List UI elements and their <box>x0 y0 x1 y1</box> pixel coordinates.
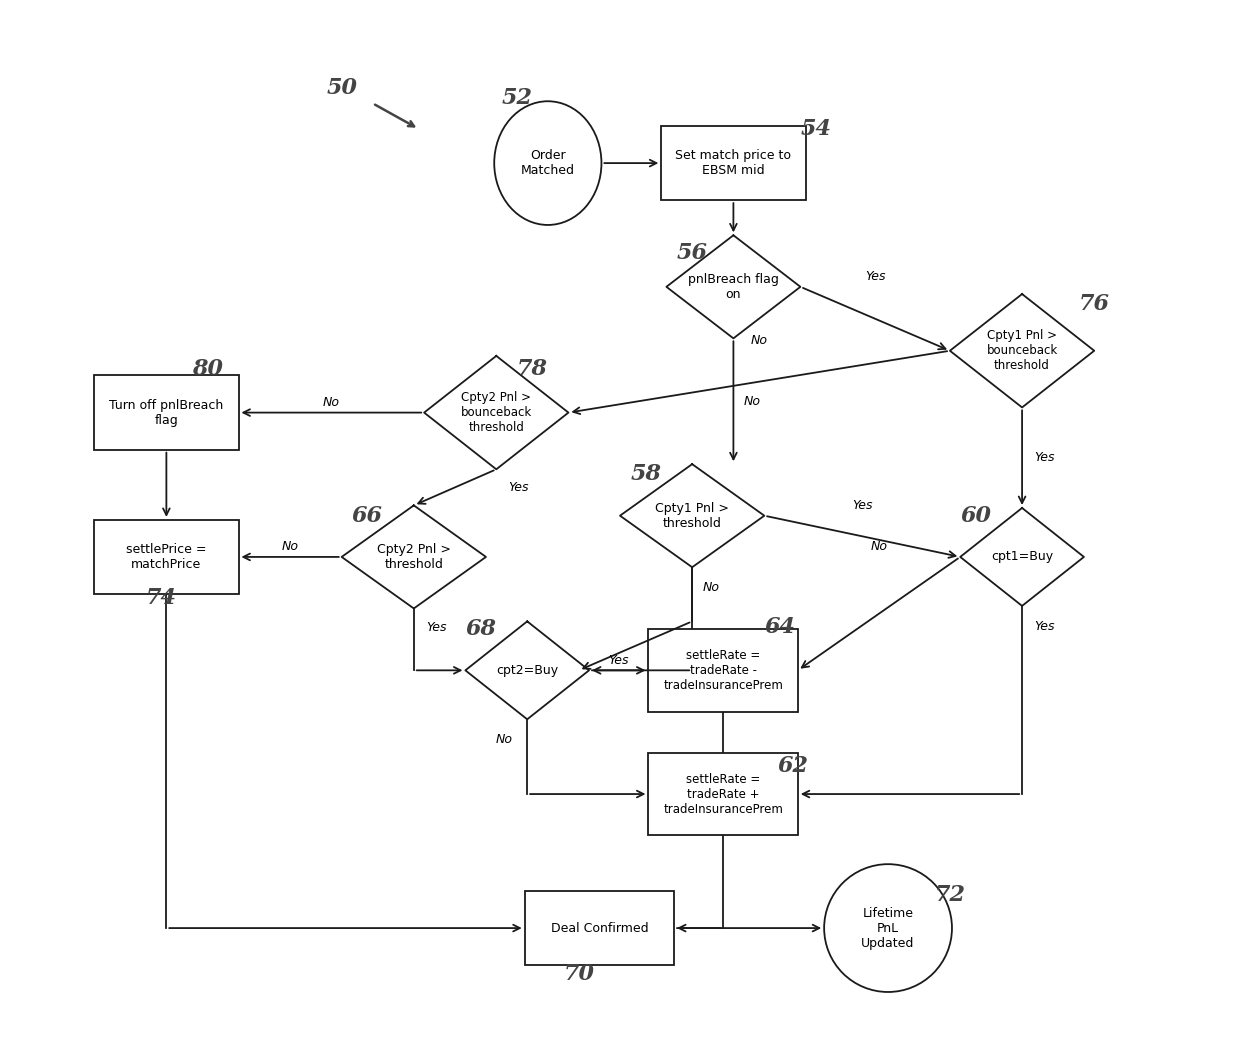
Text: Cpty2 Pnl >
bounceback
threshold: Cpty2 Pnl > bounceback threshold <box>460 391 532 434</box>
Text: Lifetime
PnL
Updated: Lifetime PnL Updated <box>862 907 915 950</box>
Text: 68: 68 <box>465 619 496 640</box>
Polygon shape <box>465 622 589 720</box>
Text: 54: 54 <box>800 118 831 140</box>
Text: No: No <box>322 396 340 409</box>
Text: Cpty1 Pnl >
threshold: Cpty1 Pnl > threshold <box>655 502 729 530</box>
Text: Yes: Yes <box>866 270 885 283</box>
Text: Yes: Yes <box>1034 620 1055 633</box>
Polygon shape <box>424 356 568 469</box>
Bar <box>661 126 806 200</box>
Text: 72: 72 <box>935 884 966 906</box>
Text: Cpty1 Pnl >
bounceback
threshold: Cpty1 Pnl > bounceback threshold <box>987 329 1058 372</box>
Text: 52: 52 <box>501 87 532 109</box>
Text: Yes: Yes <box>852 499 873 512</box>
Text: 58: 58 <box>630 464 661 485</box>
Text: 56: 56 <box>677 242 708 264</box>
Text: settleRate =
tradeRate +
tradeInsurancePrem: settleRate = tradeRate + tradeInsuranceP… <box>663 772 782 815</box>
Bar <box>649 753 797 835</box>
Text: cpt1=Buy: cpt1=Buy <box>991 550 1053 564</box>
Text: 62: 62 <box>777 755 808 777</box>
Text: No: No <box>750 333 768 347</box>
Text: 78: 78 <box>517 359 548 380</box>
Text: No: No <box>870 540 888 553</box>
Polygon shape <box>342 505 486 608</box>
Text: Yes: Yes <box>508 481 529 493</box>
Text: Deal Confirmed: Deal Confirmed <box>551 922 649 934</box>
Text: Set match price to
EBSM mid: Set match price to EBSM mid <box>676 149 791 177</box>
Text: pnlBreach flag
on: pnlBreach flag on <box>688 272 779 301</box>
Bar <box>649 629 797 711</box>
Text: 50: 50 <box>326 77 357 99</box>
Text: Yes: Yes <box>427 621 446 633</box>
Text: 66: 66 <box>352 505 383 527</box>
Text: Yes: Yes <box>609 653 629 667</box>
Text: Turn off pnlBreach
flag: Turn off pnlBreach flag <box>109 399 223 427</box>
Bar <box>525 891 675 965</box>
Text: 74: 74 <box>146 587 177 609</box>
Text: settleRate =
tradeRate -
tradeInsurancePrem: settleRate = tradeRate - tradeInsuranceP… <box>663 649 782 692</box>
Text: No: No <box>496 733 513 747</box>
Text: cpt2=Buy: cpt2=Buy <box>496 664 558 676</box>
Text: Cpty2 Pnl >
threshold: Cpty2 Pnl > threshold <box>377 543 451 571</box>
Text: 80: 80 <box>192 359 223 380</box>
Bar <box>94 376 238 449</box>
Ellipse shape <box>495 101 601 225</box>
Text: No: No <box>744 394 760 408</box>
Text: 70: 70 <box>563 964 594 986</box>
Text: No: No <box>702 582 719 594</box>
Polygon shape <box>620 464 764 567</box>
Text: Order
Matched: Order Matched <box>521 149 575 177</box>
Polygon shape <box>950 294 1094 407</box>
Polygon shape <box>666 236 800 339</box>
Polygon shape <box>960 508 1084 606</box>
Text: 64: 64 <box>764 616 795 638</box>
Text: settlePrice =
matchPrice: settlePrice = matchPrice <box>126 543 207 571</box>
Text: 76: 76 <box>1079 294 1110 316</box>
Bar <box>94 520 238 594</box>
Ellipse shape <box>825 864 952 992</box>
Text: 60: 60 <box>960 505 991 527</box>
Text: Yes: Yes <box>1034 451 1055 464</box>
Text: No: No <box>281 540 299 553</box>
